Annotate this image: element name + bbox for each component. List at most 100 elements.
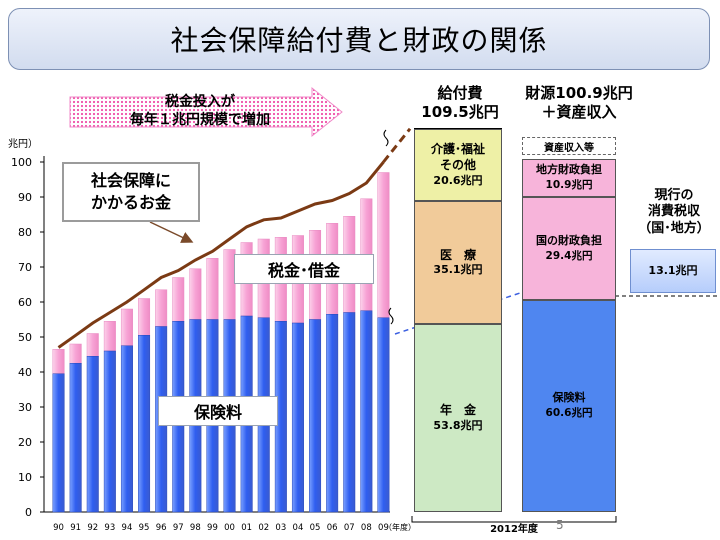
benefit-segment-2: 介護･福祉 その他 20.6兆円 [414,128,502,201]
title-box: 社会保障給付費と財政の関係 [8,8,710,70]
bar-premium-04 [291,322,304,513]
asset-label: 資産収入等 [544,142,594,154]
benefit-segment-0-line-1: 53.8兆円 [433,418,483,432]
x-tick-label-96: 96 [156,523,167,533]
callout-box: 社会保障に かかるお金 [62,162,200,222]
bar-taxdebt-96 [155,289,168,327]
benefit-segment-1: 医 療 35.1兆円 [414,200,502,324]
source-segment-1-line-1: 29.4兆円 [545,249,593,262]
benefit-segment-2-line-1: その他 [439,158,476,173]
bar-premium-06 [326,314,339,513]
bar-taxdebt-95 [138,298,151,336]
bar-taxdebt-91 [69,343,82,364]
bar-premium-93 [103,350,116,513]
break-mark-lower [388,307,394,325]
page-number: 5 [556,518,564,532]
x-tick-label-02: 02 [258,523,269,533]
bar-premium-05 [309,319,322,513]
source-segment-2: 地方財政負担 10.9兆円 [522,158,616,197]
x-axis-unit: （年度） [384,522,416,532]
x-tick-label-08: 08 [361,523,372,533]
arrow-text: 税金投入が 毎年１兆円規模で増加 [90,94,310,129]
source-title-line2: ＋資産収入 [541,102,617,121]
tax-title: 現行の 消費税収 （国･地方） [628,188,720,237]
x-tick-label-06: 06 [327,523,338,533]
bar-premium-07 [343,312,356,513]
taxdebt-label-text: 税金･借金 [267,261,340,280]
y-tick-label-4: 40 [18,366,32,379]
benefit-title-line2: 109.5兆円 [421,102,499,121]
x-tick-label-07: 07 [344,523,355,533]
x-tick-label-90: 90 [53,523,64,533]
bar-taxdebt-93 [103,321,116,352]
benefit-segment-0-line-0: 年 金 [439,403,476,418]
y-tick-label-0: 0 [25,506,32,519]
bar-taxdebt-09 [377,172,390,318]
y-tick-label-8: 80 [18,226,32,239]
source-segment-1: 国の財政負担 29.4兆円 [522,197,616,300]
benefit-line [57,161,385,349]
source-segment-2-line-1: 10.9兆円 [545,179,593,192]
tax-title-line1: 現行の [654,188,694,203]
arrow-text-line1: 税金投入が [165,94,235,110]
x-tick-label-94: 94 [122,523,133,533]
page-title: 社会保障給付費と財政の関係 [170,24,548,57]
asset-box: 資産収入等 [522,137,616,155]
tax-box: 13.1兆円 [630,249,716,293]
bar-premium-08 [360,310,373,513]
x-tick-label-01: 01 [241,523,252,533]
bar-premium-95 [138,335,151,513]
x-tick-label-05: 05 [310,523,321,533]
bar-taxdebt-92 [86,333,99,357]
bar-taxdebt-94 [120,308,133,346]
x-tick-label-99: 99 [207,523,218,533]
year-bracket [411,516,617,523]
x-tick-label-91: 91 [70,523,81,533]
bar-premium-09 [377,317,390,513]
source-segment-1-line-0: 国の財政負担 [536,233,602,247]
y-tick-label-2: 20 [18,436,32,449]
x-tick-label-98: 98 [190,523,201,533]
y-tick-label-3: 30 [18,401,32,414]
benefit-segment-1-line-0: 医 療 [439,247,476,262]
x-bottom-label: 2012年度 [490,522,539,535]
bar-premium-91 [69,363,82,513]
benefit-segment-1-line-1: 35.1兆円 [433,262,483,276]
x-tick-label-92: 92 [87,523,98,533]
bar-taxdebt-99 [206,258,219,320]
break-mark-upper [383,129,389,147]
y-axis-unit: 兆円） [8,138,38,150]
x-tick-label-97: 97 [173,523,184,533]
bar-premium-92 [86,356,99,513]
y-tick-label-6: 60 [18,296,32,309]
benefit-segment-2-line-0: 介護･福祉 [430,142,485,157]
bar-premium-90 [52,373,65,513]
x-tick-label-09: 09 [378,523,389,533]
x-tick-label-93: 93 [104,523,115,533]
benefit-title-underline [414,128,502,129]
arrow-text-line2: 毎年１兆円規模で増加 [130,111,270,128]
benefit-segment-2-line-2: 20.6兆円 [433,173,483,187]
source-title: 財源100.9兆円 ＋資産収入 [514,84,644,122]
benefit-line-projection [382,127,412,163]
callout-pointer [149,221,194,243]
taxdebt-label: 税金･借金 [234,254,374,284]
source-segment-0-line-1: 60.6兆円 [545,407,593,420]
callout-line2: かかるお金 [90,193,171,212]
source-segment-0-line-0: 保険料 [552,391,586,405]
premium-label: 保険料 [158,396,278,426]
benefit-title-line1: 給付費 [437,84,483,102]
x-tick-label-03: 03 [275,523,286,533]
bar-premium-94 [120,345,133,513]
source-segment-2-line-0: 地方財政負担 [536,163,602,177]
bar-taxdebt-98 [189,268,202,320]
bar-taxdebt-90 [52,349,65,374]
y-tick-label-5: 50 [18,331,32,344]
bar-taxdebt-97 [172,277,185,322]
y-tick-label-10: 100 [11,156,32,169]
tax-title-line3: （国･地方） [638,220,710,236]
y-tick-label-9: 90 [18,191,32,204]
y-tick-label-1: 10 [18,471,32,484]
tax-title-line2: 消費税収 [647,204,700,220]
source-title-line1: 財源100.9兆円 [525,84,633,102]
